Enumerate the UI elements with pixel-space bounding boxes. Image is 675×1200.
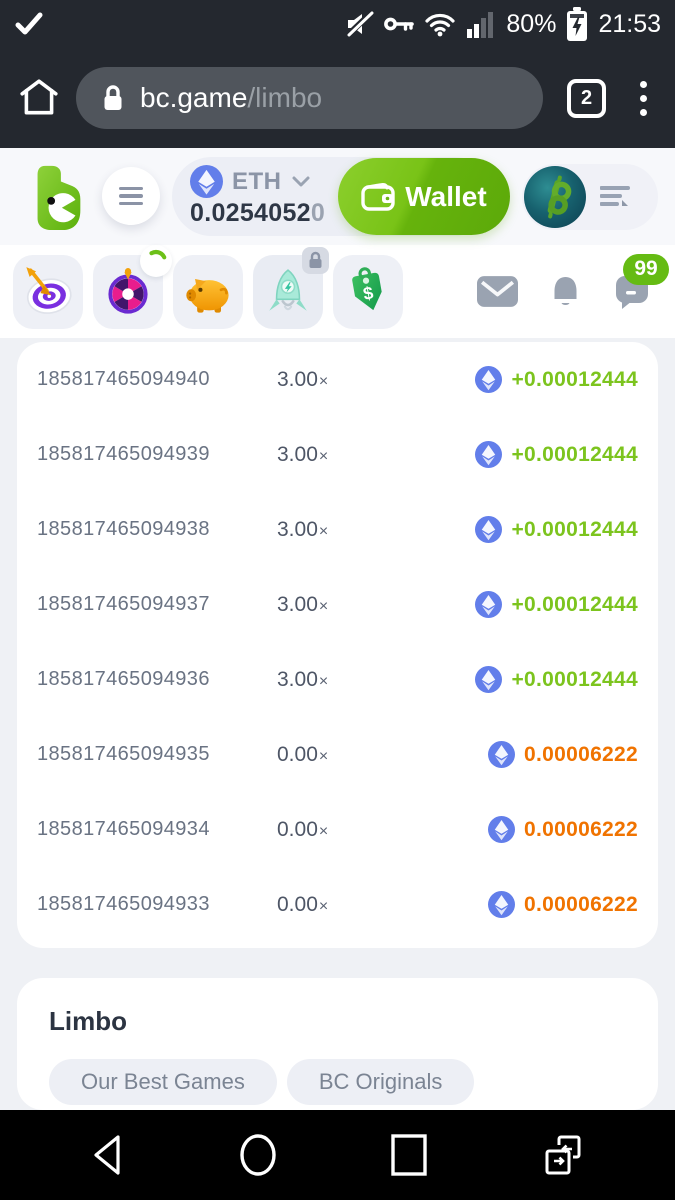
mute-icon [346,11,374,37]
eth-coin-icon [475,366,503,393]
user-area [522,164,658,230]
bet-id: 185817465094934 [37,818,210,840]
tab-switcher-button[interactable]: 2 [567,78,606,118]
url-bar[interactable]: bc.game/limbo [76,67,543,129]
nav-back-button[interactable] [88,1132,128,1178]
secure-lock-icon [102,84,124,112]
tile-dollar-tag[interactable]: $ [333,254,403,329]
bet-amount: +0.00012444 [511,667,638,691]
bet-row[interactable]: 185817465094940 3.00× +0.00012444 [17,342,658,417]
url-host: bc.game [140,82,248,113]
wallet-button-label: Wallet [405,180,487,212]
currency-label: ETH [232,167,282,195]
tab-count: 2 [580,86,593,109]
mail-icon[interactable] [477,276,518,307]
bet-multiplier: 0.00× [277,742,329,766]
bet-id: 185817465094936 [37,668,210,690]
bet-row[interactable]: 185817465094939 3.00× +0.00012444 [17,417,658,492]
bet-row[interactable]: 185817465094934 0.00× 0.00006222 [17,792,658,867]
wallet-button[interactable]: Wallet [338,158,510,235]
nav-app-switch-button[interactable] [539,1131,587,1179]
bet-amount: 0.00006222 [524,892,638,916]
bcgame-logo[interactable] [24,162,90,232]
signal-strength-icon [466,10,496,38]
browser-home-button[interactable] [18,77,60,119]
site-menu-button[interactable] [102,167,160,225]
nav-home-button[interactable] [236,1131,280,1179]
eth-coin-icon [475,441,503,468]
url-path: /limbo [247,82,323,113]
bet-id: 185817465094937 [37,593,210,615]
eth-coin-icon [488,816,516,843]
bet-amount: 0.00006222 [524,817,638,841]
user-avatar[interactable] [524,166,586,228]
url-text: bc.game/limbo [140,82,322,114]
bell-icon[interactable] [548,276,583,308]
bet-id: 185817465094935 [37,743,210,765]
battery-charging-icon [566,6,588,42]
android-nav-bar [0,1110,675,1200]
chat-button[interactable]: 99 [613,253,669,310]
lock-icon [302,246,329,274]
bet-multiplier: 0.00× [277,817,329,841]
notification-check-icon [14,11,44,37]
bet-id: 185817465094933 [37,893,210,915]
bet-multiplier: 3.00× [277,517,329,541]
chat-unread-badge: 99 [623,253,669,285]
chevron-down-icon [291,175,311,188]
bet-amount: +0.00012444 [511,442,638,466]
filter-our-best-games[interactable]: Our Best Games [49,1059,277,1105]
tile-rocket-locked[interactable] [253,246,329,329]
eth-coin-icon [475,666,503,693]
bet-row[interactable]: 185817465094935 0.00× 0.00006222 [17,717,658,792]
bet-multiplier: 3.00× [277,592,329,616]
site-header: ETH 0.02540520 Wallet [0,148,675,245]
bet-amount: +0.00012444 [511,367,638,391]
svg-text:$: $ [362,282,375,303]
bet-row[interactable]: 185817465094936 3.00× +0.00012444 [17,642,658,717]
game-title: Limbo [49,1006,127,1036]
bet-multiplier: 3.00× [277,667,329,691]
eth-coin-icon [488,891,516,918]
bet-multiplier: 3.00× [277,442,329,466]
tile-piggy-bank[interactable] [173,254,243,329]
eth-coin-icon [488,741,516,768]
recent-bets-card: 185817465094940 3.00× +0.00012444 185817… [17,342,658,948]
bet-row[interactable]: 185817465094937 3.00× +0.00012444 [17,567,658,642]
nav-recents-button[interactable] [387,1131,431,1179]
wallet-balance: 0.02540520 [190,199,326,227]
bet-amount: 0.00006222 [524,742,638,766]
bet-slip-icon[interactable] [600,184,630,210]
android-status-bar: 80% 21:53 [0,0,675,48]
spin-progress-badge [140,244,172,277]
battery-percent-label: 80% [506,9,557,38]
bet-amount: +0.00012444 [511,592,638,616]
bet-id: 185817465094939 [37,443,210,465]
bet-amount: +0.00012444 [511,517,638,541]
notification-icons: 99 [477,253,669,310]
bet-row[interactable]: 185817465094938 3.00× +0.00012444 [17,492,658,567]
browser-toolbar: bc.game/limbo 2 [0,48,675,148]
filter-bc-originals[interactable]: BC Originals [286,1059,475,1105]
bet-multiplier: 3.00× [277,367,329,391]
wallet-icon [361,182,395,211]
browser-menu-button[interactable] [630,75,657,122]
bet-multiplier: 0.00× [277,892,329,916]
eth-coin-icon [475,516,503,543]
quick-access-row: $ 99 [0,244,675,338]
tile-spin-wheel[interactable] [93,244,172,329]
game-info-card: Limbo Our Best Games BC Originals [17,978,658,1110]
eth-coin-icon [475,591,503,618]
wifi-icon [424,11,456,37]
bet-id: 185817465094940 [37,368,210,390]
clock-label: 21:53 [598,9,661,38]
vpn-key-icon [384,12,415,36]
eth-coin-icon [190,165,223,198]
bet-id: 185817465094938 [37,518,210,540]
tile-quest-target[interactable] [13,254,83,329]
bet-row[interactable]: 185817465094933 0.00× 0.00006222 [17,867,658,942]
